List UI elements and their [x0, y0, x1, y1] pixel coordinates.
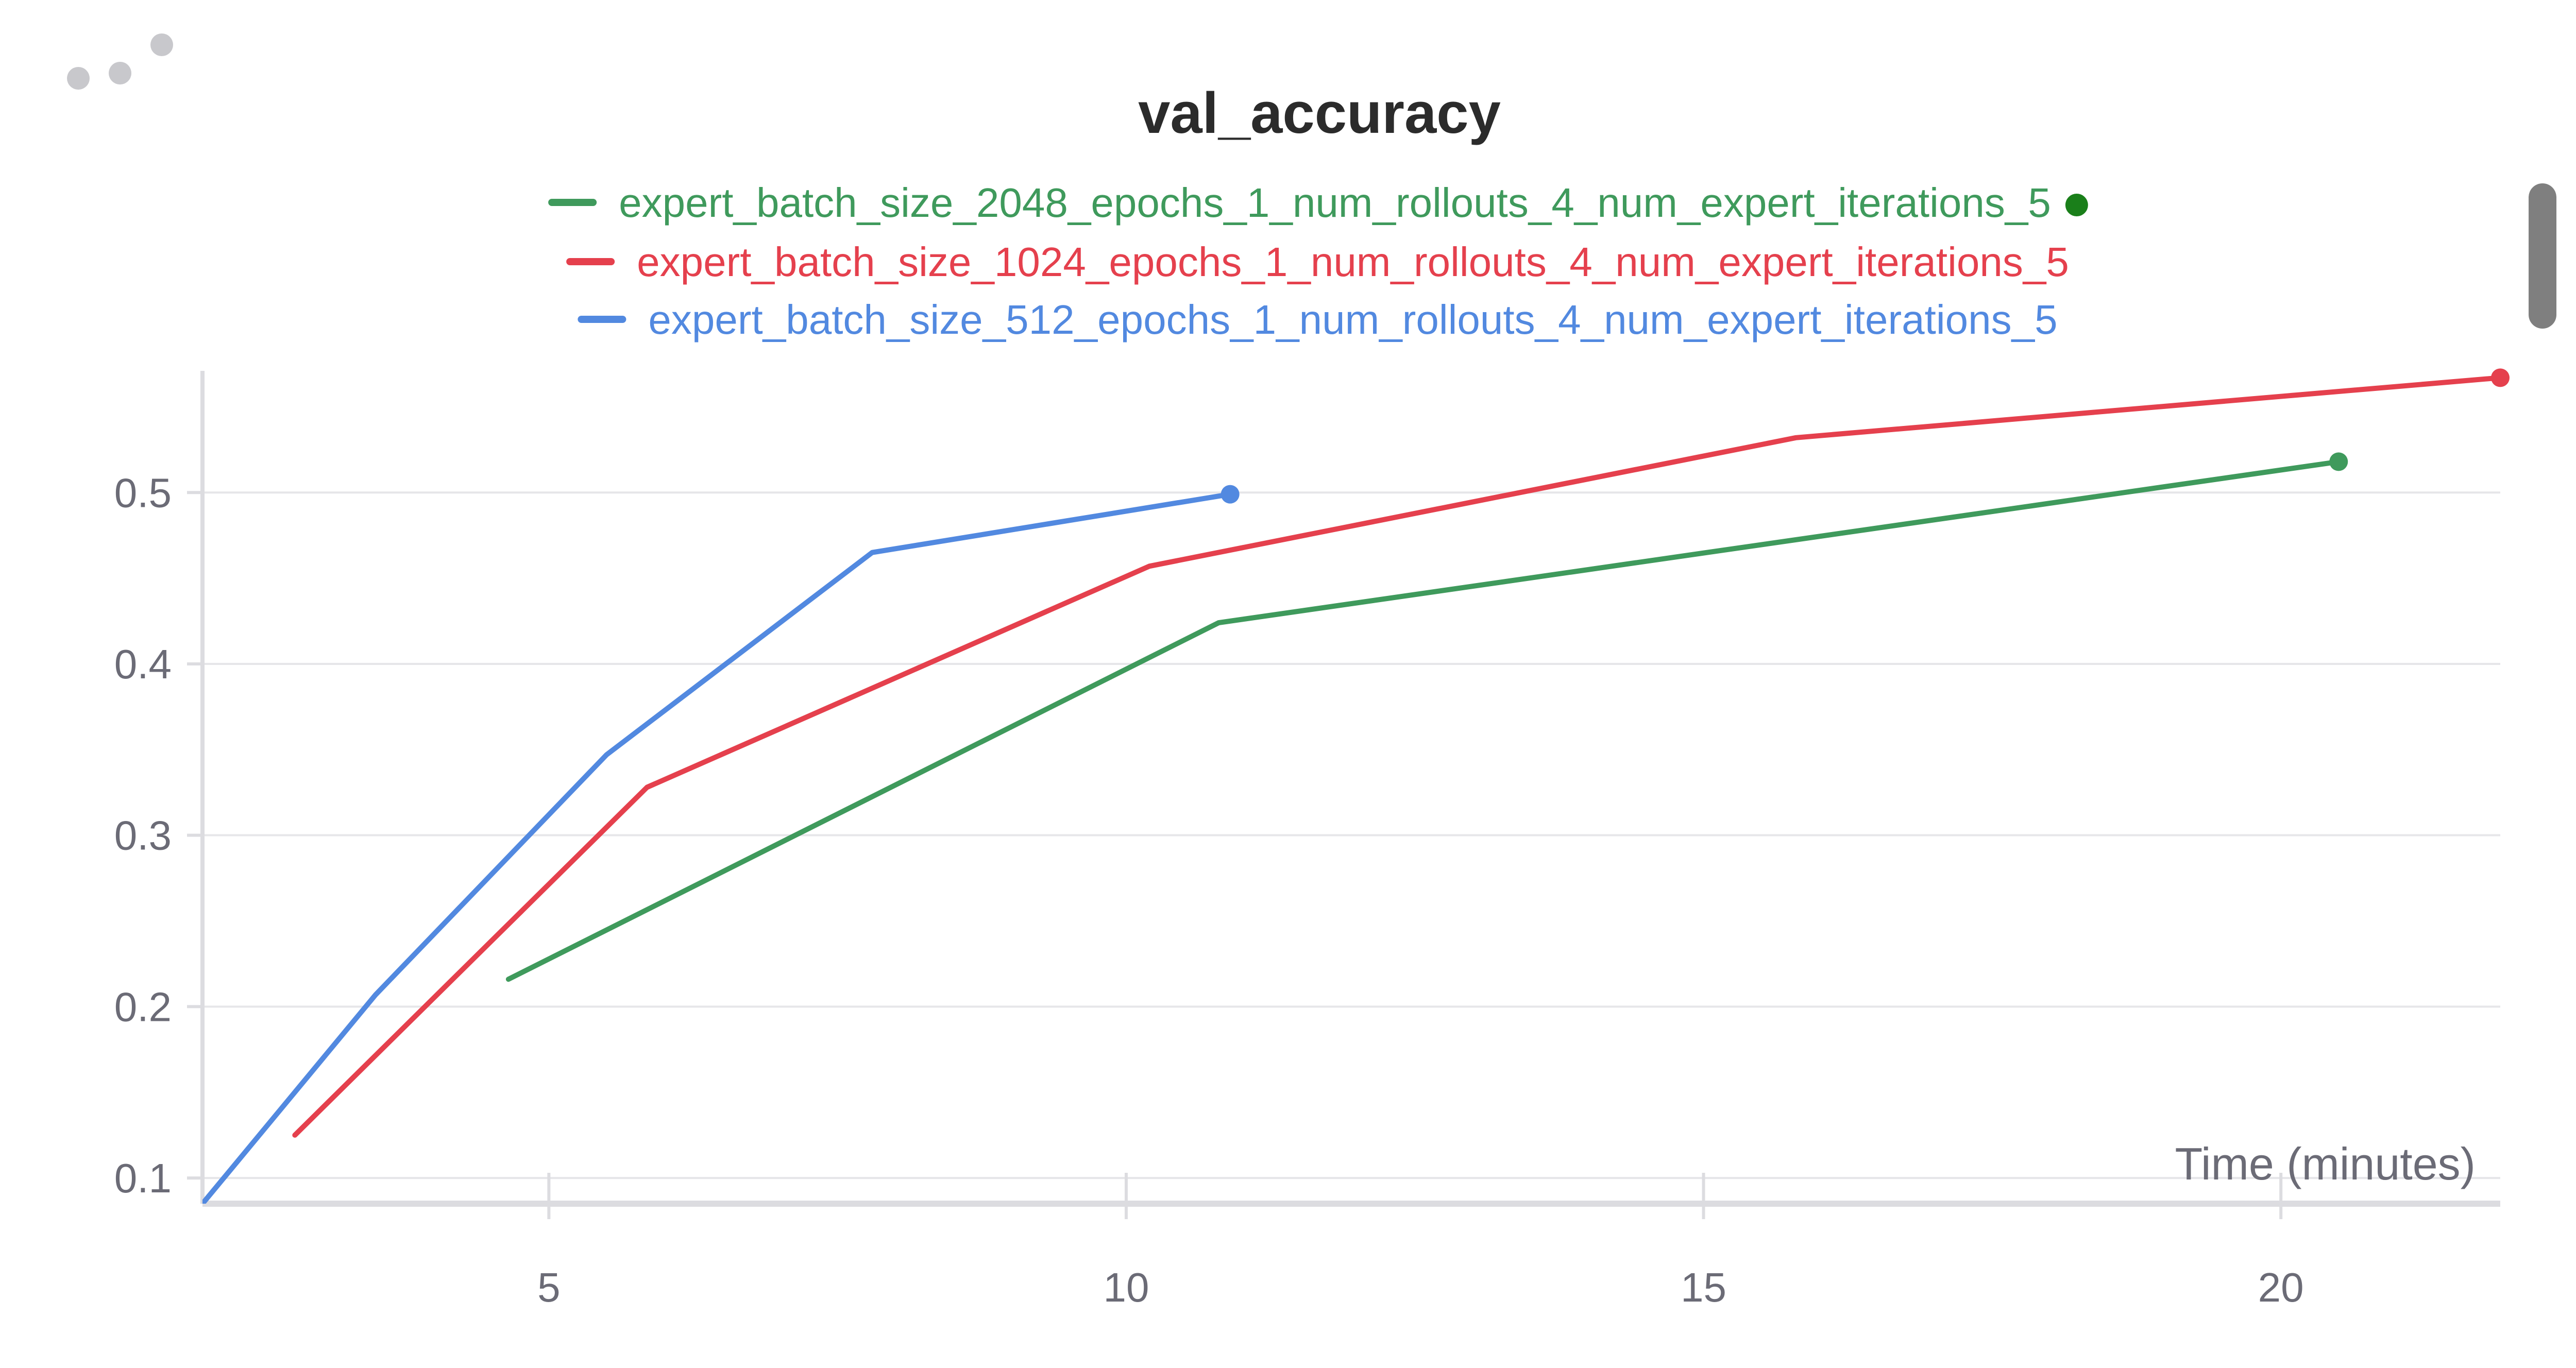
legend-label: expert_batch_size_2048_epochs_1_num_roll… — [619, 180, 2051, 226]
y-tick-label: 0.3 — [114, 813, 172, 859]
legend-item[interactable]: expert_batch_size_512_epochs_1_num_rollo… — [578, 297, 2058, 343]
gridlines — [202, 491, 2500, 1179]
y-tick-label: 0.1 — [114, 1155, 172, 1201]
series-line-1[interactable] — [292, 375, 2503, 1138]
x-tick-label: 5 — [537, 1264, 561, 1310]
legend-label: expert_batch_size_512_epochs_1_num_rollo… — [648, 297, 2057, 343]
legend-status-dot — [2065, 194, 2088, 216]
y-tick-label: 0.4 — [114, 641, 172, 687]
x-tick-label: 20 — [2258, 1264, 2304, 1310]
legend-item[interactable]: expert_batch_size_2048_epochs_1_num_roll… — [548, 180, 2088, 226]
scrollbar-thumb[interactable] — [2529, 183, 2556, 329]
legend-label: expert_batch_size_1024_epochs_1_num_roll… — [637, 239, 2069, 285]
tick-labels: 0.1 0.2 0.3 0.4 0.5 5 10 15 20 — [114, 470, 2304, 1310]
x-axis-label: Time (minutes) — [2175, 1138, 2476, 1189]
series-line-0[interactable] — [505, 459, 2342, 982]
series-end-marker-0[interactable] — [2329, 452, 2348, 471]
chart-title: val_accuracy — [1138, 81, 1501, 145]
series-end-marker-2[interactable] — [1221, 485, 1240, 504]
y-tick-label: 0.5 — [114, 470, 172, 516]
axes — [187, 371, 2500, 1219]
series-line-2[interactable] — [202, 491, 1233, 1204]
y-tick-label: 0.2 — [114, 984, 172, 1030]
x-tick-label: 10 — [1103, 1264, 1149, 1310]
legend: expert_batch_size_2048_epochs_1_num_roll… — [548, 180, 2088, 343]
legend-item[interactable]: expert_batch_size_1024_epochs_1_num_roll… — [566, 239, 2069, 285]
series-lines — [202, 368, 2510, 1204]
series-end-marker-1[interactable] — [2491, 368, 2510, 387]
more-dots-icon[interactable] — [67, 33, 173, 90]
x-tick-label: 15 — [1681, 1264, 1726, 1310]
